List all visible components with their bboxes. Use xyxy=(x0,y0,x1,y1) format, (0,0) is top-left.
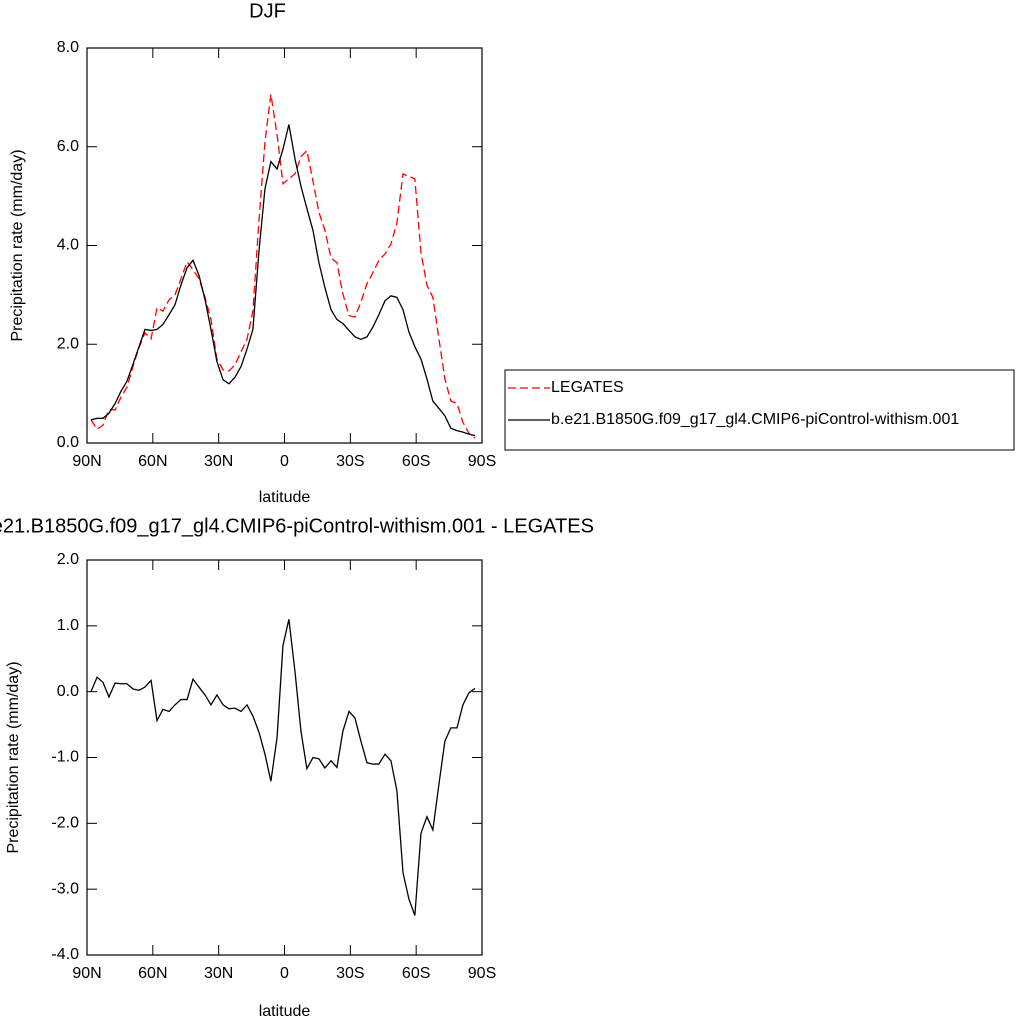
x-tick-label: 0 xyxy=(280,965,289,982)
y-tick-label: -2.0 xyxy=(51,815,79,832)
x-tick-label: 60N xyxy=(138,453,167,470)
x-tick-label: 30N xyxy=(204,453,233,470)
y-tick-label: 1.0 xyxy=(57,617,79,634)
x-tick-label: 30N xyxy=(204,965,233,982)
x-tick-label: 30S xyxy=(336,453,364,470)
y-tick-label: 0.0 xyxy=(57,683,79,700)
y-axis-label: Precipitation rate (mm/day) xyxy=(9,149,26,341)
chart-title: DJF xyxy=(249,0,286,22)
x-tick-label: 60S xyxy=(402,453,430,470)
y-tick-label: 2.0 xyxy=(57,551,79,568)
x-tick-label: 90S xyxy=(468,453,496,470)
x-axis-label: latitude xyxy=(259,489,311,506)
x-tick-label: 0 xyxy=(280,453,289,470)
data-line xyxy=(90,124,476,437)
data-line xyxy=(90,619,476,916)
y-tick-label: 8.0 xyxy=(57,39,79,56)
y-axis-label: Precipitation rate (mm/day) xyxy=(5,661,22,853)
y-tick-label: -3.0 xyxy=(51,880,79,897)
x-tick-label: 60S xyxy=(402,965,430,982)
x-axis-label: latitude xyxy=(259,1003,311,1020)
legend-box xyxy=(504,369,1015,451)
x-tick-label: 90N xyxy=(72,965,101,982)
y-tick-label: 2.0 xyxy=(57,335,79,352)
x-tick-label: 30S xyxy=(336,965,364,982)
legend-label: LEGATES xyxy=(551,379,624,396)
y-tick-label: -1.0 xyxy=(51,749,79,766)
chart-title: b.e21.B1850G.f09_g17_gl4.CMIP6-piControl… xyxy=(0,515,594,537)
x-tick-label: 90S xyxy=(468,965,496,982)
plot-frame xyxy=(86,559,483,956)
y-tick-label: 6.0 xyxy=(57,138,79,155)
x-tick-label: 90N xyxy=(72,453,101,470)
x-tick-label: 60N xyxy=(138,965,167,982)
data-line xyxy=(90,94,476,439)
plot-frame xyxy=(86,47,483,444)
legend-label: b.e21.B1850G.f09_g17_gl4.CMIP6-piControl… xyxy=(551,411,959,428)
y-tick-label: 4.0 xyxy=(57,237,79,254)
y-tick-label: -4.0 xyxy=(51,946,79,963)
y-tick-label: 0.0 xyxy=(57,434,79,451)
